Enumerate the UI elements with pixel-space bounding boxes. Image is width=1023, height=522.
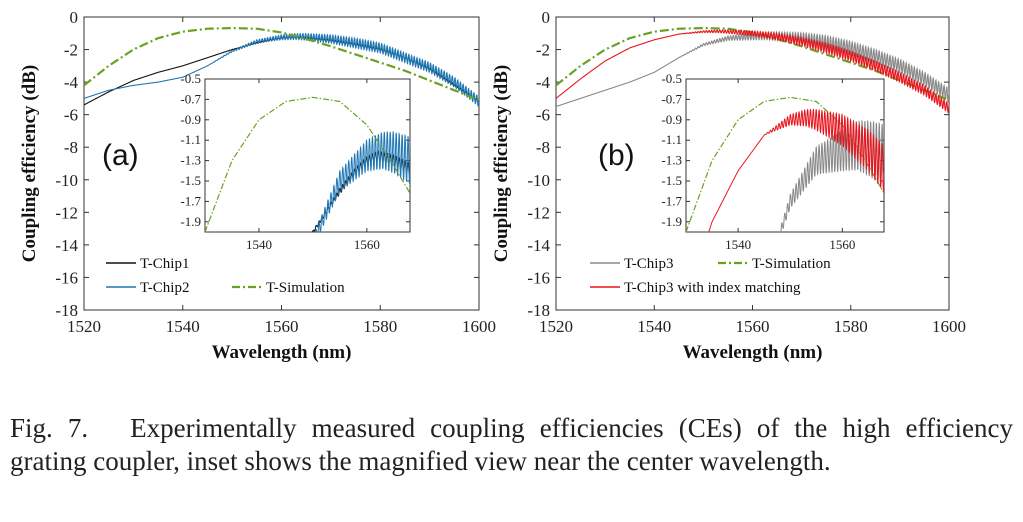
inset-y-tick-label: -1.9 (180, 214, 201, 229)
inset-y-tick-label: -1.9 (661, 214, 682, 229)
x-tick-label: 1580 (363, 317, 397, 336)
inset-y-tick-label: -1.5 (180, 173, 201, 188)
inset-x-tick-label: 1560 (354, 237, 380, 252)
inset-y-tick-label: -0.5 (661, 71, 682, 86)
y-tick-label: -8 (536, 138, 550, 157)
y-axis-label: Coupling efficiency (dB) (19, 65, 40, 262)
inset-y-tick-label: -0.7 (180, 91, 201, 106)
inset-y-tick-label: -1.1 (661, 132, 682, 147)
y-tick-label: -10 (527, 171, 550, 190)
series-group (556, 26, 949, 114)
x-tick-label: 1600 (462, 317, 496, 336)
y-axis-label: Coupling efficiency (dB) (491, 65, 512, 262)
inset-x-tick-label: 1560 (829, 237, 855, 252)
caption-label: Fig. 7. (10, 413, 89, 443)
x-tick-label: 1560 (736, 317, 770, 336)
inset-series-line-t-chip3-with-index-matching (708, 108, 884, 232)
y-tick-label: -2 (64, 41, 78, 60)
x-axis-label: Wavelength (nm) (212, 342, 352, 363)
figure-caption: Fig. 7. Experimentally measured coupling … (10, 412, 1013, 478)
legend-entry: T-Chip1 (140, 256, 189, 272)
y-tick-label: -6 (536, 106, 550, 125)
legend-entry: T-Simulation (266, 280, 345, 296)
x-tick-label: 1560 (265, 317, 299, 336)
inset-y-tick-label: -1.3 (661, 153, 682, 168)
y-tick-label: -12 (527, 203, 550, 222)
legend-entry: T-Chip3 (624, 256, 673, 272)
panel-label: (a) (102, 139, 139, 172)
inset-y-tick-label: -0.9 (661, 112, 682, 127)
inset-y-tick-label: -1.3 (180, 153, 201, 168)
inset-y-tick-label: -0.9 (180, 112, 201, 127)
y-tick-label: -6 (64, 106, 78, 125)
y-tick-label: -4 (536, 73, 551, 92)
x-tick-label: 1520 (539, 317, 573, 336)
legend: T-Chip1 T-Chip2 T-Simulation (106, 256, 345, 296)
series-line-t-chip2 (84, 32, 479, 107)
y-tick-label: -16 (55, 268, 78, 287)
x-tick-label: 1540 (637, 317, 671, 336)
y-tick-label: -12 (55, 203, 78, 222)
y-tick-label: -8 (64, 138, 78, 157)
inset: -0.5 -0.7 -0.9 -1.1 -1.3 -1.5 -1.7 -1.9 1540 1560 (180, 71, 411, 252)
y-tick-label: 0 (542, 8, 551, 27)
inset-x-tick-label: 1540 (725, 237, 751, 252)
x-axis-label: Wavelength (nm) (683, 342, 823, 363)
legend-entry: T-Simulation (752, 256, 831, 272)
inset-series-line-t-simulation (686, 96, 884, 232)
inset-y-tick-label: -0.7 (661, 91, 682, 106)
inset-y-tick-label: -0.5 (180, 71, 201, 86)
x-tick-label: 1520 (67, 317, 101, 336)
inset-y-tick-label: -1.7 (180, 193, 201, 208)
inset: -0.5 -0.7 -0.9 -1.1 -1.3 -1.5 -1.7 -1.9 1540 1560 (661, 71, 885, 252)
y-tick-label: -18 (55, 301, 78, 320)
series-group (84, 26, 479, 107)
inset-series-line-t-chip2 (315, 130, 410, 232)
x-tick-label: 1580 (834, 317, 868, 336)
x-tick-label: 1600 (932, 317, 966, 336)
legend-entry: T-Chip2 (140, 280, 189, 296)
inset-series-group (205, 96, 410, 232)
caption-text: Experimentally measured coupling efficie… (10, 413, 1013, 476)
inset-y-tick-label: -1.1 (180, 132, 201, 147)
y-tick-label: -16 (527, 268, 550, 287)
panel-label: (b) (598, 139, 635, 172)
inset-x-tick-label: 1540 (246, 237, 272, 252)
y-tick-label: -14 (55, 236, 78, 255)
y-tick-label: -14 (527, 236, 550, 255)
y-tick-label: -2 (536, 41, 550, 60)
x-tick-label: 1540 (166, 317, 200, 336)
series-line-t-chip3-with-index-matching (556, 29, 949, 114)
y-tick-label: 0 (70, 8, 79, 27)
legend: T-Chip3 T-Simulation T-Chip3 with index ma… (590, 256, 831, 296)
inset-series-line-t-simulation (205, 96, 410, 232)
y-tick-label: -10 (55, 171, 78, 190)
y-tick-label: -4 (64, 73, 79, 92)
y-tick-label: -18 (527, 301, 550, 320)
inset-y-tick-label: -1.5 (661, 173, 682, 188)
inset-series-group (686, 96, 884, 232)
inset-y-tick-label: -1.7 (661, 193, 682, 208)
legend-entry: T-Chip3 with index matching (624, 280, 801, 296)
